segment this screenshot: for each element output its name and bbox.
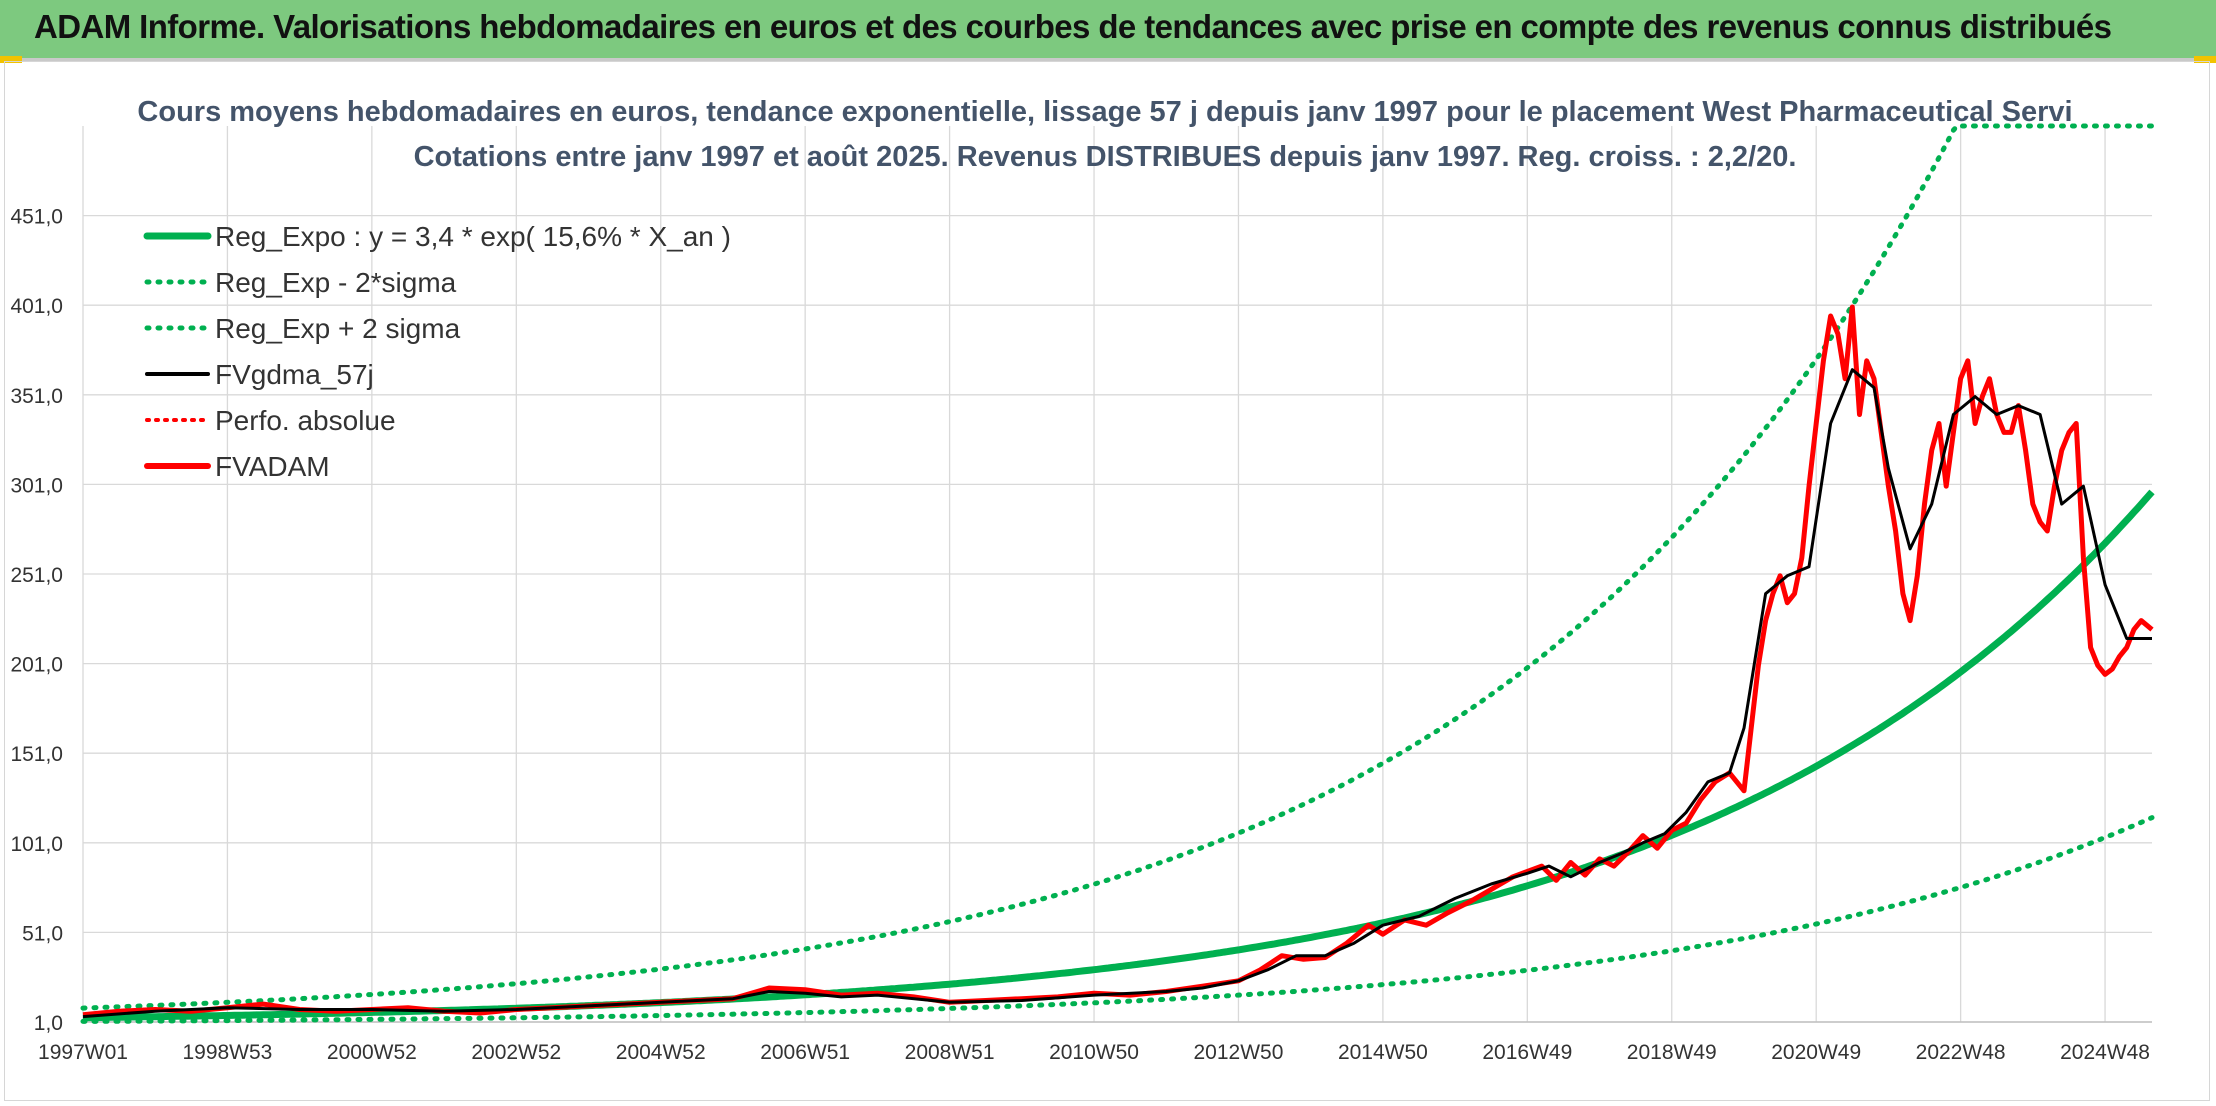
corner-marker-left <box>0 56 22 63</box>
series-fvgdma-57j <box>82 368 2152 1019</box>
chart-frame <box>4 61 2210 1101</box>
x-tick-label: 1997W01 <box>38 1041 128 1064</box>
x-tick-label: 2006W51 <box>760 1041 850 1064</box>
y-tick-label: 51,0 <box>22 922 63 945</box>
y-tick-label: 351,0 <box>10 385 63 408</box>
x-axis-ticks: 1997W01 1998W53 2000W52 2002W52 2004W52 2006W… <box>38 1041 2150 1064</box>
y-tick-label: 201,0 <box>10 654 63 677</box>
y-tick-label: 151,0 <box>10 743 63 766</box>
legend-label-price: FVADAM <box>215 451 330 482</box>
series-reg-exp-minus-2-sigma <box>80 815 2155 1024</box>
y-tick-label: 251,0 <box>10 564 63 587</box>
y-tick-label: 301,0 <box>10 474 63 497</box>
grid-layer <box>82 126 2152 1023</box>
x-tick-label: 1998W53 <box>182 1041 272 1064</box>
report-banner: ADAM Informe. Valorisations hebdomadaire… <box>0 0 2216 61</box>
series-layer <box>80 123 2155 1024</box>
corner-marker-right <box>2194 56 2216 63</box>
x-tick-label: 2012W50 <box>1194 1041 1284 1064</box>
legend: Reg_Expo : y = 3,4 * exp( 15,6% * X_an )… <box>143 221 731 482</box>
x-tick-label: 2024W48 <box>2060 1041 2150 1064</box>
series-reg-exp-plus-2-sigma <box>80 123 2155 1011</box>
x-tick-label: 2008W51 <box>905 1041 995 1064</box>
x-tick-label: 2022W48 <box>1916 1041 2006 1064</box>
legend-label-smoothed: FVgdma_57j <box>215 359 374 390</box>
series-reg-expo <box>83 489 2155 1022</box>
x-tick-label: 2004W52 <box>616 1041 706 1064</box>
chart-subtitle: Cotations entre janv 1997 et août 2025. … <box>414 141 1797 173</box>
x-tick-label: 2018W49 <box>1627 1041 1717 1064</box>
legend-label-regression-low: Reg_Exp - 2*sigma <box>215 267 457 298</box>
y-tick-label: 451,0 <box>10 206 63 229</box>
legend-label-regression-high: Reg_Exp + 2 sigma <box>215 313 461 344</box>
y-tick-label: 1,0 <box>34 1012 63 1035</box>
y-tick-label: 101,0 <box>10 833 63 856</box>
x-tick-label: 2000W52 <box>327 1041 417 1064</box>
series-fvadam <box>82 304 2154 1018</box>
x-tick-label: 2014W50 <box>1338 1041 1428 1064</box>
y-axis-ticks: 1,0 51,0 101,0 151,0 201,0 251,0 301,0 351,0 401… <box>10 206 63 1035</box>
legend-label-perfo: Perfo. absolue <box>215 405 396 436</box>
y-tick-label: 401,0 <box>10 295 63 318</box>
legend-label-regression: Reg_Expo : y = 3,4 * exp( 15,6% * X_an ) <box>215 221 731 252</box>
x-tick-label: 2002W52 <box>471 1041 561 1064</box>
report-title: ADAM Informe. Valorisations hebdomadaire… <box>34 8 2112 45</box>
x-tick-label: 2010W50 <box>1049 1041 1139 1064</box>
x-tick-label: 2020W49 <box>1771 1041 1861 1064</box>
x-tick-label: 2016W49 <box>1482 1041 1572 1064</box>
chart-title: Cours moyens hebdomadaires en euros, ten… <box>137 96 2072 128</box>
